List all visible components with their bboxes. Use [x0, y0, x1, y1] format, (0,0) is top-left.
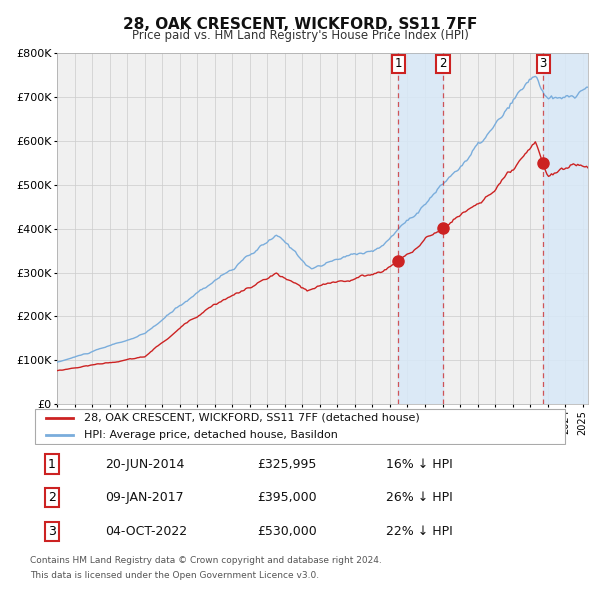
Bar [544, 53, 588, 404]
Text: This data is licensed under the Open Government Licence v3.0.: This data is licensed under the Open Gov… [30, 571, 319, 579]
Text: 16% ↓ HPI: 16% ↓ HPI [386, 457, 453, 471]
Text: £530,000: £530,000 [257, 525, 317, 538]
Text: 3: 3 [539, 57, 547, 70]
Text: 1: 1 [394, 57, 402, 70]
Text: 28, OAK CRESCENT, WICKFORD, SS11 7FF: 28, OAK CRESCENT, WICKFORD, SS11 7FF [123, 17, 477, 31]
Text: 09-JAN-2017: 09-JAN-2017 [106, 491, 184, 504]
Text: 3: 3 [47, 525, 56, 538]
Bar [398, 53, 443, 404]
Text: 2: 2 [47, 491, 56, 504]
Text: Contains HM Land Registry data © Crown copyright and database right 2024.: Contains HM Land Registry data © Crown c… [30, 556, 382, 565]
Text: £325,995: £325,995 [257, 457, 316, 471]
Text: 22% ↓ HPI: 22% ↓ HPI [386, 525, 453, 538]
Text: 2: 2 [439, 57, 447, 70]
Text: 28, OAK CRESCENT, WICKFORD, SS11 7FF (detached house): 28, OAK CRESCENT, WICKFORD, SS11 7FF (de… [84, 413, 420, 423]
Text: £395,000: £395,000 [257, 491, 316, 504]
FancyBboxPatch shape [35, 409, 565, 444]
Text: Price paid vs. HM Land Registry's House Price Index (HPI): Price paid vs. HM Land Registry's House … [131, 30, 469, 42]
Text: 26% ↓ HPI: 26% ↓ HPI [386, 491, 453, 504]
Text: HPI: Average price, detached house, Basildon: HPI: Average price, detached house, Basi… [84, 430, 338, 440]
Text: 1: 1 [47, 457, 56, 471]
Text: 04-OCT-2022: 04-OCT-2022 [106, 525, 188, 538]
Text: 20-JUN-2014: 20-JUN-2014 [106, 457, 185, 471]
